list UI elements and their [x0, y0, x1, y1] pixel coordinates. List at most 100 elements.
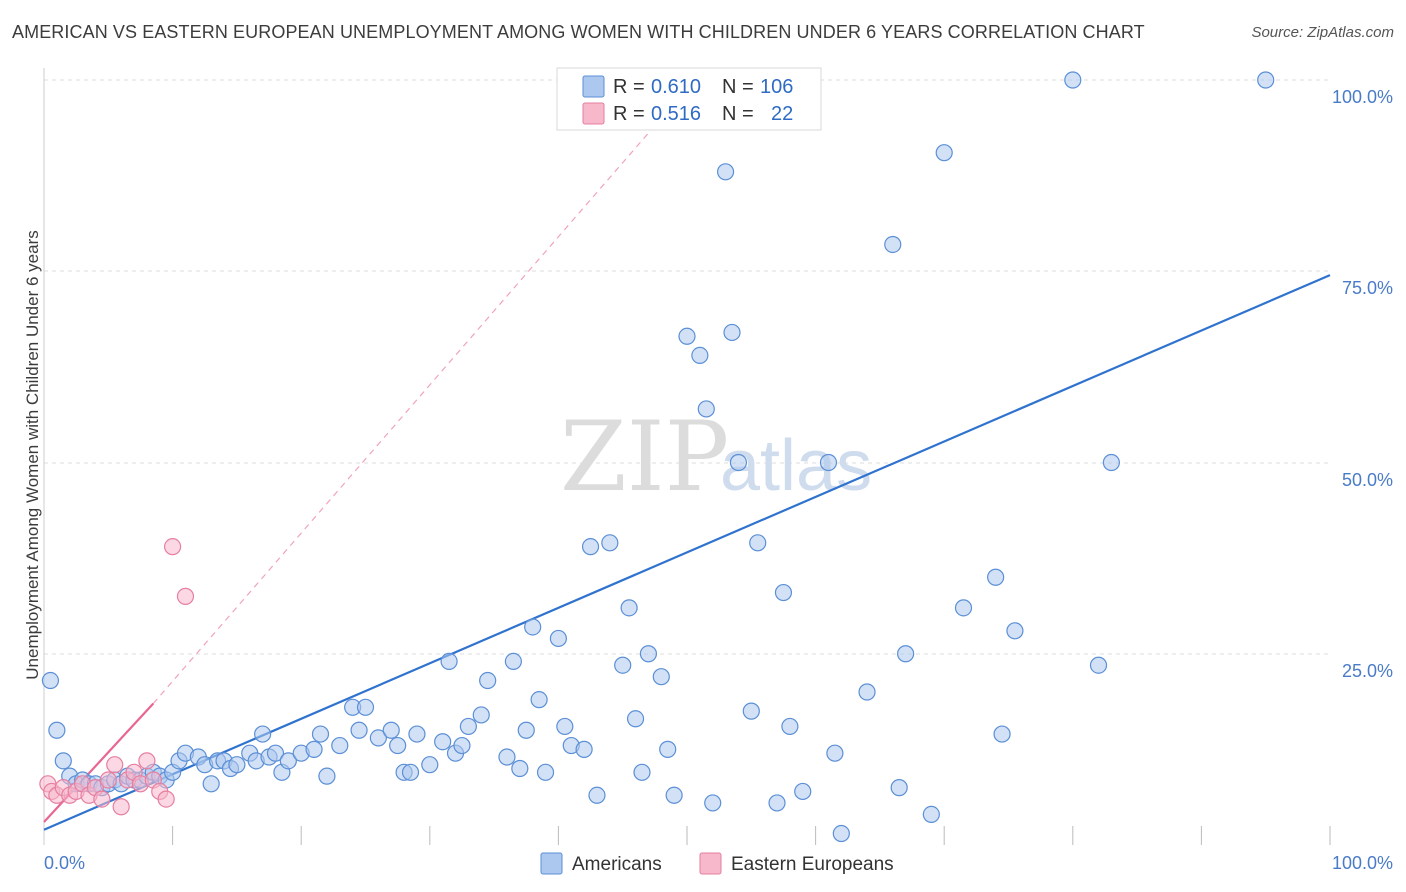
point-americans [1102, 453, 1120, 472]
point-americans [350, 721, 368, 739]
point-eastern [106, 756, 124, 774]
point-americans [716, 163, 735, 181]
point-americans [472, 706, 490, 724]
point-americans [1089, 656, 1108, 674]
point-americans [697, 400, 715, 418]
point-americans [1006, 622, 1024, 640]
point-americans [601, 534, 619, 552]
point-americans [530, 691, 548, 709]
point-americans [479, 671, 497, 690]
point-americans [556, 717, 574, 736]
point-americans [768, 794, 786, 812]
point-americans [723, 323, 741, 342]
point-americans [575, 740, 593, 758]
point-americans [729, 453, 748, 472]
point-americans [54, 752, 72, 770]
point-americans [884, 235, 902, 254]
legend-r-label-americans: R = [613, 76, 645, 98]
point-eastern [157, 790, 175, 808]
legend-n-label-americans: N = [722, 76, 754, 98]
point-americans [228, 756, 246, 774]
trendline-eastern [43, 702, 155, 823]
point-americans [549, 629, 568, 648]
watermark: ZIP atlas [560, 401, 872, 513]
bottom-legend-swatch-eastern [699, 852, 722, 875]
point-americans [504, 652, 522, 671]
legend: R = 0.610 N = 106 R = 0.516 N = 22 [556, 67, 822, 131]
point-americans [434, 733, 452, 751]
point-americans [524, 618, 542, 636]
bottom-legend-eastern: Eastern Europeans [731, 854, 894, 875]
point-americans [832, 824, 850, 843]
point-americans [993, 725, 1011, 743]
point-americans [511, 759, 529, 778]
point-americans [954, 599, 973, 617]
point-americans [781, 717, 799, 736]
point-americans [331, 736, 349, 755]
point-americans [890, 779, 908, 797]
point-americans [41, 671, 60, 690]
source-label: Source: ZipAtlas.com [1251, 24, 1394, 41]
point-americans [826, 744, 844, 762]
point-eastern [176, 587, 195, 605]
y-tick-label: 100.0% [1332, 87, 1393, 107]
point-americans [318, 767, 336, 785]
bottom-legend-swatch-americans [540, 852, 563, 875]
point-americans [498, 748, 516, 766]
point-americans [517, 721, 535, 739]
point-americans [620, 599, 638, 617]
x-tick-label-min: 0.0% [44, 853, 85, 873]
point-americans [356, 698, 375, 716]
y-tick-label: 50.0% [1342, 470, 1393, 490]
point-americans [266, 744, 285, 762]
trendline-eastern-extended [152, 117, 662, 704]
point-americans [581, 538, 600, 556]
legend-n-label-eastern: N = [722, 103, 754, 125]
point-americans [987, 568, 1005, 586]
point-eastern [99, 771, 117, 789]
legend-n-value-eastern: 22 [771, 103, 793, 125]
point-eastern [164, 538, 182, 556]
point-americans [774, 583, 793, 602]
point-eastern [138, 752, 156, 770]
watermark-zip: ZIP [560, 401, 729, 513]
bottom-legend-americans: Americans [572, 854, 662, 875]
chart-title: AMERICAN VS EASTERN EUROPEAN UNEMPLOYMEN… [12, 22, 1145, 42]
axes-layer: 25.0% 50.0% 75.0% 100.0% 0.0% 100.0% [43, 68, 1393, 873]
trendline-americans [43, 274, 1331, 831]
point-americans [382, 721, 400, 739]
point-americans [389, 736, 407, 755]
legend-r-value-americans: 0.610 [651, 76, 701, 98]
point-americans [665, 786, 683, 804]
point-americans [421, 756, 439, 774]
point-americans [614, 656, 632, 674]
y-axis-label: Unemployment Among Women with Children U… [23, 230, 42, 679]
point-americans [279, 752, 297, 770]
point-americans [704, 794, 722, 812]
point-eastern [112, 798, 130, 816]
point-americans [742, 702, 760, 720]
point-americans [453, 736, 471, 755]
point-americans [626, 710, 645, 728]
point-americans [897, 645, 915, 663]
point-americans [639, 645, 658, 663]
point-americans [305, 740, 323, 758]
point-americans [588, 786, 606, 804]
y-tick-label: 75.0% [1342, 278, 1393, 298]
y-tick-label: 25.0% [1342, 661, 1393, 681]
grid-layer [44, 79, 1330, 655]
point-americans [202, 775, 220, 793]
legend-r-value-eastern: 0.516 [651, 103, 701, 125]
point-americans [652, 668, 670, 686]
point-americans [536, 763, 555, 781]
legend-swatch-americans [582, 75, 605, 98]
point-americans [794, 782, 812, 801]
point-americans [440, 652, 458, 671]
point-americans [858, 683, 876, 701]
point-americans [254, 725, 272, 743]
points-layer [39, 71, 1275, 843]
point-americans [922, 805, 940, 824]
point-eastern [93, 790, 111, 808]
bottom-legend: Americans Eastern Europeans [540, 852, 894, 875]
